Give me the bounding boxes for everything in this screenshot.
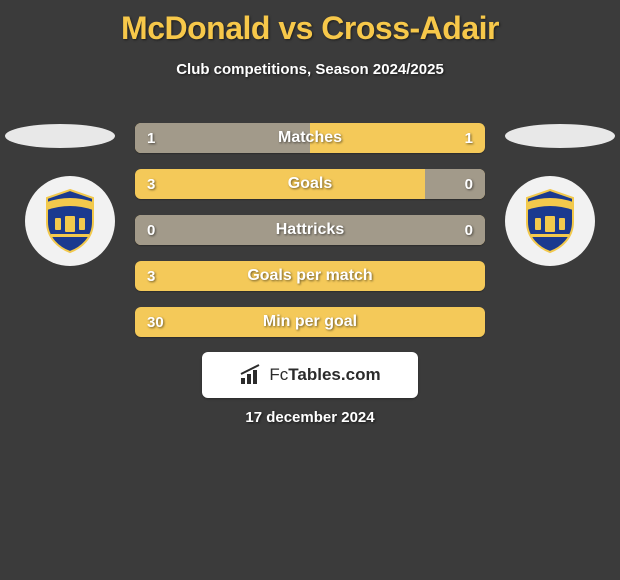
shield-icon [41, 188, 99, 254]
right-ellipse-decor [505, 124, 615, 148]
stat-label: Goals per match [135, 261, 485, 291]
brand-box: FcTables.com [202, 352, 418, 398]
comparison-subtitle: Club competitions, Season 2024/2025 [0, 61, 620, 78]
stat-row-min-per-goal: 30 Min per goal [135, 307, 485, 337]
brand-text: FcTables.com [269, 365, 380, 385]
stat-label: Matches [135, 123, 485, 153]
stat-row-goals-per-match: 3 Goals per match [135, 261, 485, 291]
stat-right-value: 0 [453, 215, 485, 245]
stat-label: Goals [135, 169, 485, 199]
comparison-date: 17 december 2024 [0, 409, 620, 426]
stat-row-hattricks: 0 Hattricks 0 [135, 215, 485, 245]
chart-icon [239, 364, 263, 386]
stat-right-value [461, 261, 485, 291]
stat-row-goals: 3 Goals 0 [135, 169, 485, 199]
stat-right-value [461, 307, 485, 337]
comparison-title: McDonald vs Cross-Adair [0, 0, 620, 47]
shield-icon [521, 188, 579, 254]
stat-label: Min per goal [135, 307, 485, 337]
left-ellipse-decor [5, 124, 115, 148]
stat-right-value: 1 [453, 123, 485, 153]
stat-row-matches: 1 Matches 1 [135, 123, 485, 153]
stat-label: Hattricks [135, 215, 485, 245]
left-team-badge [25, 176, 115, 266]
stat-right-value: 0 [453, 169, 485, 199]
stat-bars: 1 Matches 1 3 Goals 0 0 Hattricks 0 3 Go… [135, 123, 485, 353]
right-team-badge [505, 176, 595, 266]
